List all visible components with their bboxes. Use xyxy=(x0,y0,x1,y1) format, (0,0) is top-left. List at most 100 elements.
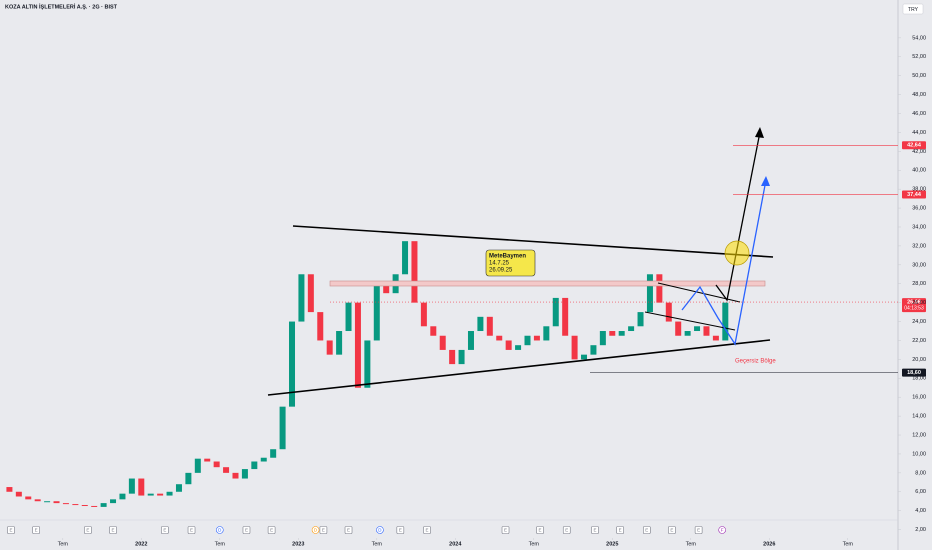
event-marker[interactable] xyxy=(7,526,15,534)
event-label[interactable]: E xyxy=(245,528,248,533)
event-label[interactable]: E xyxy=(399,528,402,533)
candle xyxy=(298,274,305,322)
event-marker[interactable] xyxy=(694,526,703,534)
y-tick-label: 24,00 xyxy=(912,319,926,325)
candle xyxy=(703,326,710,336)
y-tick-label: 28,00 xyxy=(912,281,926,287)
candle xyxy=(194,458,201,473)
x-tick-label: 2023 xyxy=(292,541,304,547)
currency-box[interactable] xyxy=(902,3,924,15)
event-marker[interactable] xyxy=(501,526,510,534)
price-tag xyxy=(902,190,926,199)
candle xyxy=(656,274,663,303)
candle xyxy=(439,335,446,350)
arrow-head xyxy=(761,176,770,186)
event-marker[interactable] xyxy=(161,526,169,534)
y-tick-label: 16,00 xyxy=(912,395,926,401)
y-tick-label: 38,00 xyxy=(912,187,926,193)
event-marker[interactable] xyxy=(668,526,676,534)
event-marker[interactable] xyxy=(423,526,431,534)
candle xyxy=(307,274,314,313)
y-tick-label: 30,00 xyxy=(912,262,926,268)
x-tick-label: Tem xyxy=(529,541,540,547)
candle xyxy=(684,331,691,336)
event-marker[interactable] xyxy=(267,526,276,534)
event-label[interactable]: D xyxy=(218,528,222,533)
event-label[interactable]: E xyxy=(697,528,700,533)
event-label[interactable]: E xyxy=(645,528,648,533)
event-label[interactable]: E xyxy=(163,528,166,533)
event-label[interactable]: E xyxy=(670,528,673,533)
event-marker[interactable] xyxy=(242,526,251,534)
event-marker[interactable] xyxy=(311,526,320,534)
event-label[interactable]: E xyxy=(593,528,596,533)
candle xyxy=(609,331,616,336)
event-marker[interactable] xyxy=(396,526,405,534)
event-label[interactable]: E xyxy=(504,528,507,533)
y-tick-label: 48,00 xyxy=(912,92,926,98)
candle xyxy=(6,487,13,492)
candle xyxy=(175,484,182,492)
y-tick-label: 26,00 xyxy=(912,300,926,306)
y-tick-label: 34,00 xyxy=(912,224,926,230)
event-marker[interactable] xyxy=(616,526,624,534)
candle xyxy=(34,499,41,502)
y-tick-label: 4,00 xyxy=(915,508,926,514)
event-label[interactable]: F xyxy=(721,528,724,533)
arrow-head xyxy=(755,127,764,138)
event-marker[interactable] xyxy=(591,526,599,534)
y-tick-label: 42,00 xyxy=(912,149,926,155)
lower-trendline xyxy=(267,339,771,396)
event-label[interactable]: E xyxy=(347,528,350,533)
candle xyxy=(477,316,484,332)
event-marker[interactable] xyxy=(344,526,353,534)
event-label[interactable]: E xyxy=(539,528,542,533)
x-tick-label: 2022 xyxy=(135,541,147,547)
event-label[interactable]: D xyxy=(314,528,318,533)
zone-label: Geçersiz Bölge xyxy=(735,359,776,365)
event-marker[interactable] xyxy=(376,526,384,534)
event-label[interactable]: E xyxy=(565,528,568,533)
event-marker[interactable] xyxy=(643,526,651,534)
event-marker[interactable] xyxy=(187,526,196,534)
event-marker[interactable] xyxy=(562,526,571,534)
candle xyxy=(100,503,107,507)
event-label[interactable]: E xyxy=(112,528,115,533)
event-marker[interactable] xyxy=(718,526,726,534)
currency[interactable]: TRY xyxy=(908,7,919,13)
y-tick-label: 12,00 xyxy=(912,432,926,438)
y-tick-label: 44,00 xyxy=(912,130,926,136)
event-label[interactable]: E xyxy=(322,528,325,533)
event-marker[interactable] xyxy=(109,526,117,534)
event-marker[interactable] xyxy=(32,526,40,534)
x-tick-label: Tem xyxy=(372,541,383,547)
candle xyxy=(147,493,154,496)
x-tick-label: 2024 xyxy=(449,541,462,547)
event-label[interactable]: E xyxy=(426,528,429,533)
candle xyxy=(420,302,427,327)
candle xyxy=(185,472,192,485)
projection-path xyxy=(715,131,761,302)
event-marker[interactable] xyxy=(215,526,224,534)
event-label[interactable]: D xyxy=(378,528,382,533)
event-marker[interactable] xyxy=(84,526,92,534)
event-label[interactable]: E xyxy=(190,528,193,533)
candle xyxy=(204,458,211,462)
event-marker[interactable] xyxy=(536,526,544,534)
candle xyxy=(138,478,145,496)
candle xyxy=(637,312,644,327)
event-label[interactable]: E xyxy=(9,528,12,533)
candle xyxy=(62,503,69,505)
upper-trendline xyxy=(292,225,774,258)
candle xyxy=(72,504,79,506)
price-tag xyxy=(902,141,926,150)
event-label[interactable]: E xyxy=(619,528,622,533)
event-marker[interactable] xyxy=(319,526,328,534)
event-label[interactable]: E xyxy=(35,528,38,533)
event-label[interactable]: E xyxy=(270,528,273,533)
note-box xyxy=(485,249,536,277)
event-label[interactable]: E xyxy=(86,528,89,533)
candle xyxy=(166,491,173,496)
